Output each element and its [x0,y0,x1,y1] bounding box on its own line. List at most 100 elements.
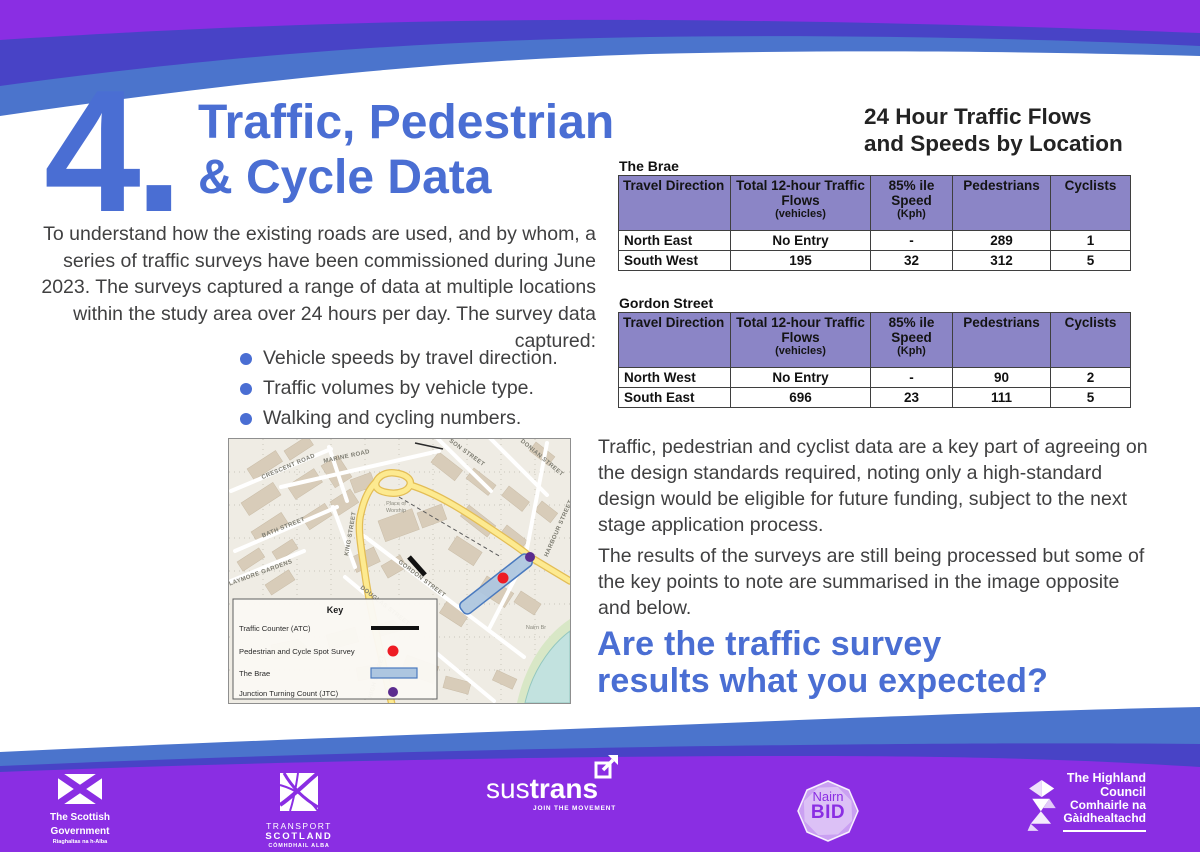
table-row: South West 195 32 312 5 [618,250,1131,271]
table-location-label: The Brae [619,158,679,174]
discussion-paragraph-1: Traffic, pedestrian and cyclist data are… [598,436,1148,537]
logo-text: TRANSPORT [266,821,332,831]
list-item: Vehicle speeds by travel direction. [240,347,610,370]
key-title: Key [327,605,344,615]
question-line1: Are the traffic survey [597,625,942,663]
results-heading-line2: and Speeds by Location [864,130,1123,156]
transport-scotland-icon [278,771,320,812]
logo-sustrans: sustrans JOIN THE MOVEMENT [486,755,618,812]
logo-text: Council [1100,785,1146,799]
traffic-table-the-brae: Travel Direction Total 12-hour Traffic F… [618,175,1131,271]
list-item: Walking and cycling numbers. [240,407,610,430]
traffic-counter-marker [407,555,427,577]
results-heading-line1: 24 Hour Traffic Flows [864,104,1092,129]
discussion-paragraph-2: The results of the surveys are still bei… [598,545,1145,620]
logo-text: sus [486,773,530,804]
intro-paragraph: To understand how the existing roads are… [41,223,596,352]
page-title: Traffic, Pedestrian & Cycle Data [198,96,614,205]
cell-speed: 23 [870,387,953,408]
table-header-row: Travel Direction Total 12-hour Traffic F… [618,175,1131,231]
logo-tagline: JOIN THE MOVEMENT [533,805,616,812]
bullet-icon [240,382,252,395]
map-graphic: CRESCENT ROAD MARINE ROAD BATH STREET CL… [224,433,574,709]
river-label: Nairn Br [526,625,546,631]
table-location-label: Gordon Street [619,295,714,311]
cell-cyclists: 1 [1050,230,1131,251]
cell-speed: 32 [870,250,953,271]
logo-text: Government [50,826,110,838]
column-header: Cyclists [1050,312,1131,368]
bullet-text: Traffic volumes by vehicle type. [263,377,534,399]
cell-flow: 195 [730,250,871,271]
key-item-label: The Brae [239,669,270,678]
key-item-label: Traffic Counter (ATC) [239,624,311,633]
map-key-legend: Key Traffic Counter (ATC) Pedestrian and… [232,598,438,700]
cell-cyclists: 2 [1050,367,1131,388]
nairn-bid-octagon-icon [797,780,859,842]
top-wave-banner [0,0,1200,116]
key-red-dot-symbol [387,645,399,657]
logo-text: The Scottish [49,812,110,823]
bullet-text: Vehicle speeds by travel direction. [263,347,558,369]
column-header: Travel Direction [618,175,731,231]
bullet-icon [240,352,252,365]
cell-pedestrians: 111 [952,387,1051,408]
map-river [524,630,571,704]
cell-flow: No Entry [730,367,871,388]
cell-cyclists: 5 [1050,250,1131,271]
cell-pedestrians: 90 [952,367,1051,388]
table-row: South East 696 23 111 5 [618,387,1131,408]
logo-text: The Highland [1066,771,1146,785]
list-item: Traffic volumes by vehicle type. [240,377,610,400]
map-dashed-path [398,496,502,558]
key-purple-dot-symbol [388,687,398,697]
logo-subtext: Riaghaltas na h-Alba [52,839,108,846]
logo-text: Nairn [812,789,844,804]
map-survey-line [414,442,444,450]
column-header: Total 12-hour Traffic Flows (vehicles) [730,175,871,231]
logo-underline [1063,829,1146,832]
cell-pedestrians: 289 [952,230,1051,251]
column-header: 85% ile Speed (Kph) [870,175,953,231]
results-heading: 24 Hour Traffic Flows and Speeds by Loca… [864,104,1123,157]
place-of-worship-label: Worship [386,508,406,514]
logo-scottish-government: The Scottish Government Riaghaltas na h-… [44,771,116,846]
bullet-icon [240,412,252,425]
column-header: Cyclists [1050,175,1131,231]
table-row: North West No Entry - 90 2 [618,367,1131,388]
question-line2: results what you expected? [597,662,1049,701]
cell-direction: North East [618,230,731,251]
column-header: Pedestrians [952,175,1051,231]
logo-transport-scotland: TRANSPORT SCOTLAND CÒMHDHAIL ALBA [256,771,342,849]
place-of-worship-label: Place of [386,501,406,507]
logo-text: BID [810,802,846,823]
highland-council-wordmark: The Highland Council Comhairle na Gàidhe… [1063,771,1146,832]
saltire-flag-icon [56,771,104,807]
logo-text: SCOTLAND [265,831,333,842]
logo-text: trans [529,773,599,804]
cell-flow: 696 [730,387,871,408]
column-header: Travel Direction [618,312,731,368]
table-row: North East No Entry - 289 1 [618,230,1131,251]
key-item-label: Pedestrian and Cycle Spot Survey [239,647,355,656]
traffic-table-gordon-street: Travel Direction Total 12-hour Traffic F… [618,312,1131,408]
page-title-line1: Traffic, Pedestrian [198,96,615,149]
section-number: 4. [44,53,183,248]
nairn-bid-wordmark: Nairn BID [796,790,860,822]
location-map: CRESCENT ROAD MARINE ROAD BATH STREET CL… [224,433,574,709]
pedestrian-survey-marker [497,572,509,584]
column-header: Total 12-hour Traffic Flows (vehicles) [730,312,871,368]
survey-bullet-list: Vehicle speeds by travel direction. Traf… [240,347,610,437]
cell-speed: - [870,367,953,388]
highland-council-icon [1027,779,1056,831]
junction-count-marker [525,552,535,562]
bullet-text: Walking and cycling numbers. [263,407,522,429]
consultation-question: Are the traffic survey results what you … [597,625,1049,701]
logo-text: Comhairle na [1069,798,1146,812]
page-title-line2: & Cycle Data [198,150,492,204]
logo-subtext: CÒMHDHAIL ALBA [268,843,330,849]
cell-direction: South West [618,250,731,271]
logo-nairn-bid: Nairn BID [796,779,860,843]
cell-direction: North West [618,367,731,388]
